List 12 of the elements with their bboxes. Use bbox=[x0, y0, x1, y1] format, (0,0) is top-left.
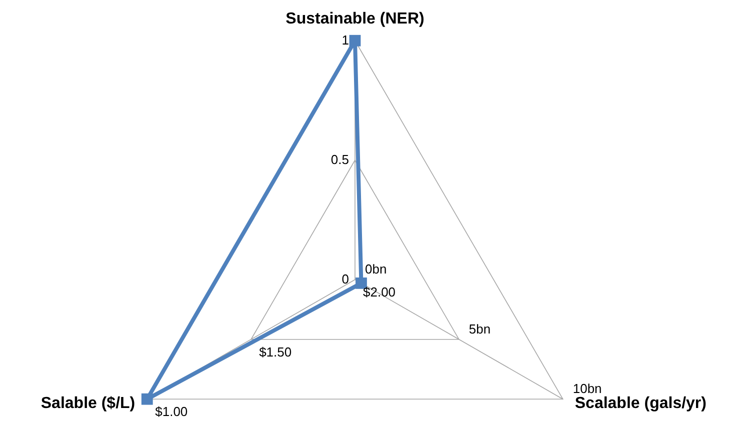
text: 0bn bbox=[365, 262, 387, 277]
y-tick-label: 0 bbox=[342, 272, 349, 287]
spoke-label: Sustainable (NER) bbox=[286, 10, 424, 28]
text: 10bn bbox=[572, 381, 602, 396]
y-tick-label: 0.5 bbox=[330, 152, 349, 168]
y-tick-label: 1 bbox=[342, 32, 349, 48]
spoke-label: Salable ($/L) bbox=[40, 395, 136, 412]
text: $1.00 bbox=[155, 404, 188, 420]
spoke-label: Scalable (gals/yr) bbox=[574, 395, 706, 412]
text: 5bn bbox=[468, 321, 491, 336]
text: $2.00 bbox=[363, 284, 396, 300]
text: $1.50 bbox=[259, 344, 292, 360]
